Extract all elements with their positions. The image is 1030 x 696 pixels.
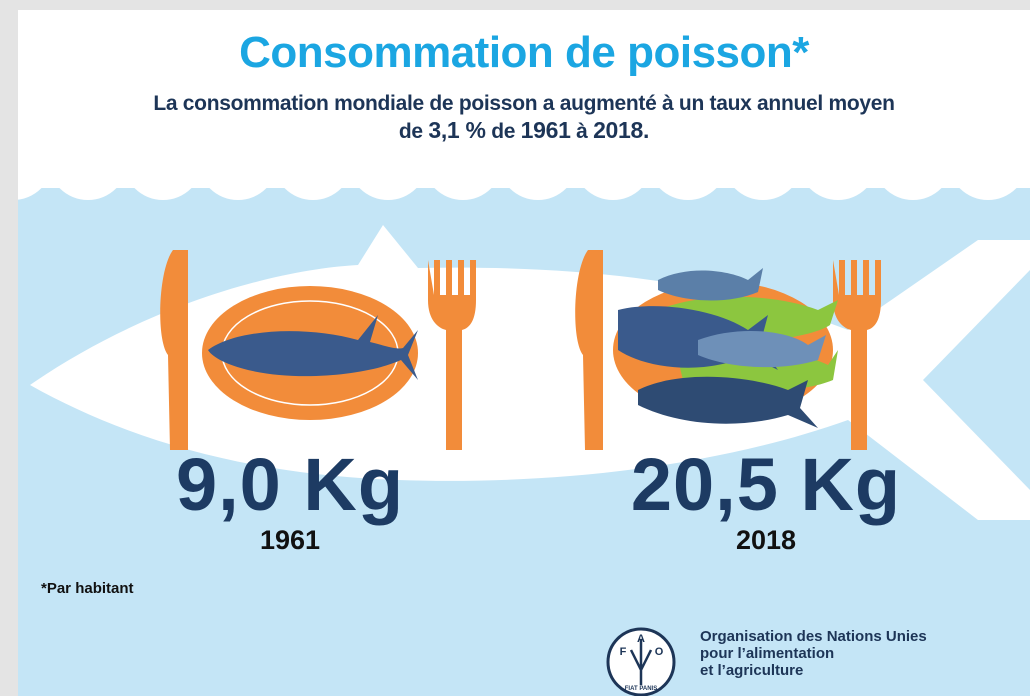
- infographic: F A O FIAT PANIS Consommation de poisson…: [18, 10, 1030, 696]
- footnote: *Par habitant: [41, 580, 134, 597]
- organisation: Organisation des Nations Unies pour l’al…: [700, 628, 927, 679]
- amount: 20,5 Kg: [586, 442, 946, 527]
- fao-logo: F A O FIAT PANIS: [608, 629, 674, 695]
- subtitle-text: de: [486, 120, 521, 143]
- year: 1961: [110, 525, 470, 556]
- page: F A O FIAT PANIS Consommation de poisson…: [0, 0, 1030, 696]
- subtitle-highlight: 3,1 %: [428, 117, 485, 143]
- amount: 9,0 Kg: [110, 442, 470, 527]
- organisation-line: pour l’alimentation: [700, 645, 927, 662]
- logo-letter: O: [655, 646, 664, 658]
- organisation-line: Organisation des Nations Unies: [700, 628, 927, 645]
- subtitle-text: à: [571, 120, 593, 143]
- title: Consommation de poisson*: [18, 28, 1030, 78]
- logo-letter: F: [620, 646, 627, 658]
- year: 2018: [586, 525, 946, 556]
- subtitle-text: La consommation mondiale de poisson a au…: [153, 92, 894, 115]
- subtitle-highlight: 1961: [521, 117, 571, 143]
- subtitle: La consommation mondiale de poisson a au…: [18, 90, 1030, 145]
- organisation-line: et l’agriculture: [700, 662, 927, 679]
- logo-letter: A: [637, 633, 645, 645]
- subtitle-text: de: [399, 120, 428, 143]
- logo-motto: FIAT PANIS: [625, 686, 657, 692]
- subtitle-highlight: 2018.: [593, 117, 649, 143]
